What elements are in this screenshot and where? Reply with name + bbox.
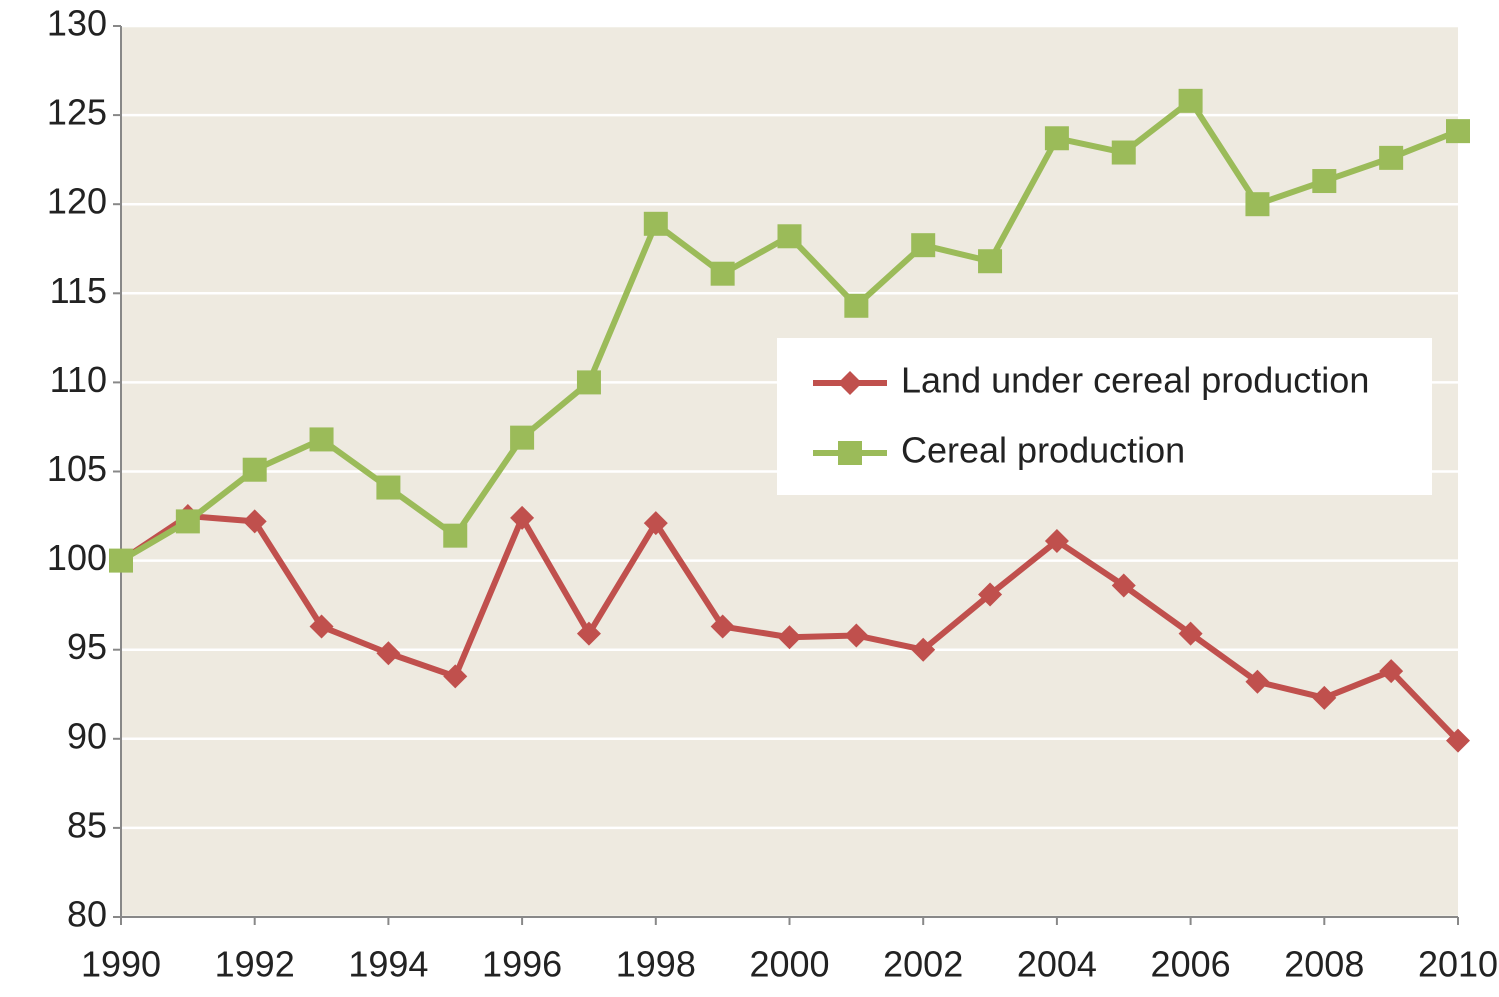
- data-point: [510, 505, 535, 530]
- x-tick-label: 2004: [1017, 944, 1097, 985]
- data-point: [1044, 528, 1069, 553]
- data-point: [309, 614, 334, 639]
- data-point: [1245, 192, 1270, 217]
- data-point: [510, 425, 535, 450]
- data-point: [576, 621, 601, 646]
- data-point: [242, 509, 267, 534]
- data-point: [1044, 126, 1069, 151]
- x-tick-label: 1998: [616, 944, 696, 985]
- data-point: [1245, 669, 1270, 694]
- data-point: [844, 623, 869, 648]
- x-tick-label: 1994: [348, 944, 428, 985]
- data-point: [576, 370, 601, 395]
- data-point: [978, 249, 1003, 274]
- x-tick-label: 1990: [81, 944, 161, 985]
- data-point: [376, 641, 401, 666]
- legend-marker: [838, 371, 862, 395]
- x-tick-label: 2008: [1284, 944, 1364, 985]
- y-tick-label: 115: [50, 270, 107, 311]
- data-point: [1178, 88, 1203, 113]
- data-point: [777, 224, 802, 249]
- data-point: [911, 637, 936, 662]
- data-point: [777, 625, 802, 650]
- legend-box: [777, 338, 1432, 495]
- y-tick-label: 80: [67, 894, 107, 935]
- legend-label: Cereal production: [901, 430, 1185, 471]
- y-tick-label: 100: [47, 537, 107, 578]
- data-point: [1379, 145, 1404, 170]
- data-point: [911, 233, 936, 258]
- data-point: [1446, 119, 1470, 144]
- y-tick-label: 120: [47, 181, 107, 222]
- y-tick-label: 125: [47, 92, 107, 133]
- y-tick-label: 130: [47, 3, 107, 44]
- data-point: [643, 211, 668, 236]
- data-point: [710, 614, 735, 639]
- data-point: [109, 548, 133, 573]
- data-point: [643, 511, 668, 536]
- y-tick-label: 110: [50, 359, 107, 400]
- data-point: [175, 509, 200, 534]
- x-tick-label: 2006: [1151, 944, 1231, 985]
- data-point: [1178, 621, 1203, 646]
- y-tick-label: 85: [67, 804, 107, 845]
- data-point: [1379, 659, 1404, 684]
- data-point: [443, 523, 468, 548]
- y-tick-label: 90: [67, 715, 107, 756]
- data-point: [443, 664, 468, 689]
- data-point: [844, 293, 869, 318]
- x-tick-label: 2000: [749, 944, 829, 985]
- data-point: [710, 261, 735, 286]
- data-point: [242, 457, 267, 482]
- data-point: [1111, 140, 1136, 165]
- x-tick-label: 1992: [215, 944, 295, 985]
- legend-label: Land under cereal production: [901, 360, 1369, 401]
- y-tick-label: 105: [47, 448, 107, 489]
- data-point: [376, 475, 401, 500]
- data-point: [1312, 169, 1337, 194]
- x-tick-label: 2010: [1418, 944, 1498, 985]
- data-point: [1312, 685, 1337, 710]
- y-tick-label: 95: [67, 626, 107, 667]
- x-tick-label: 1996: [482, 944, 562, 985]
- data-point: [1111, 573, 1136, 598]
- data-point: [978, 582, 1003, 607]
- data-point: [1446, 728, 1470, 753]
- x-tick-label: 2002: [883, 944, 963, 985]
- data-point: [309, 427, 334, 452]
- legend-marker: [838, 441, 862, 465]
